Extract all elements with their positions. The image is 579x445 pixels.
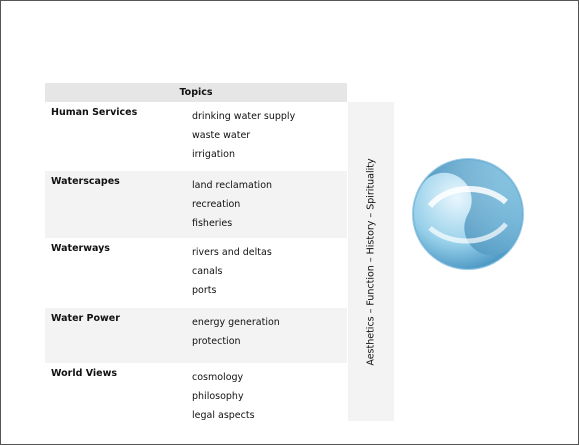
row-items: cosmology philosophy legal aspects	[192, 363, 342, 425]
row-band	[45, 363, 347, 421]
row-category: Waterscapes	[51, 176, 120, 187]
row-items: drinking water supply waste water irrigati…	[192, 102, 342, 164]
item: ports	[192, 285, 217, 296]
item: fisheries	[192, 218, 233, 229]
row-band	[45, 238, 347, 308]
side-column: Aesthetics – Function – History – Spirit…	[347, 102, 394, 421]
row-items: rivers and deltas canals ports	[192, 238, 342, 300]
side-label: Aesthetics – Function – History – Spirit…	[365, 157, 377, 366]
item: land reclamation	[192, 180, 273, 191]
row-items: energy generation protection	[192, 308, 342, 351]
row-category: World Views	[51, 368, 118, 379]
item: energy generation	[192, 317, 280, 328]
item: cosmology	[192, 372, 244, 383]
row-category: Human Services	[51, 107, 138, 118]
item: drinking water supply	[192, 111, 296, 122]
item: waste water	[192, 130, 251, 141]
water-logo	[412, 158, 524, 270]
row-band	[45, 308, 347, 363]
item: canals	[192, 266, 223, 277]
row-band	[45, 171, 347, 238]
row-category: Water Power	[51, 313, 120, 324]
item: rivers and deltas	[192, 247, 272, 258]
item: irrigation	[192, 149, 235, 160]
item: recreation	[192, 199, 241, 210]
item: protection	[192, 336, 241, 347]
item: philosophy	[192, 391, 244, 402]
row-band	[45, 102, 347, 171]
row-items: land reclamation recreation fisheries	[192, 171, 342, 233]
row-category: Waterways	[51, 243, 110, 254]
table-header: Topics	[45, 83, 347, 102]
item: legal aspects	[192, 410, 255, 421]
